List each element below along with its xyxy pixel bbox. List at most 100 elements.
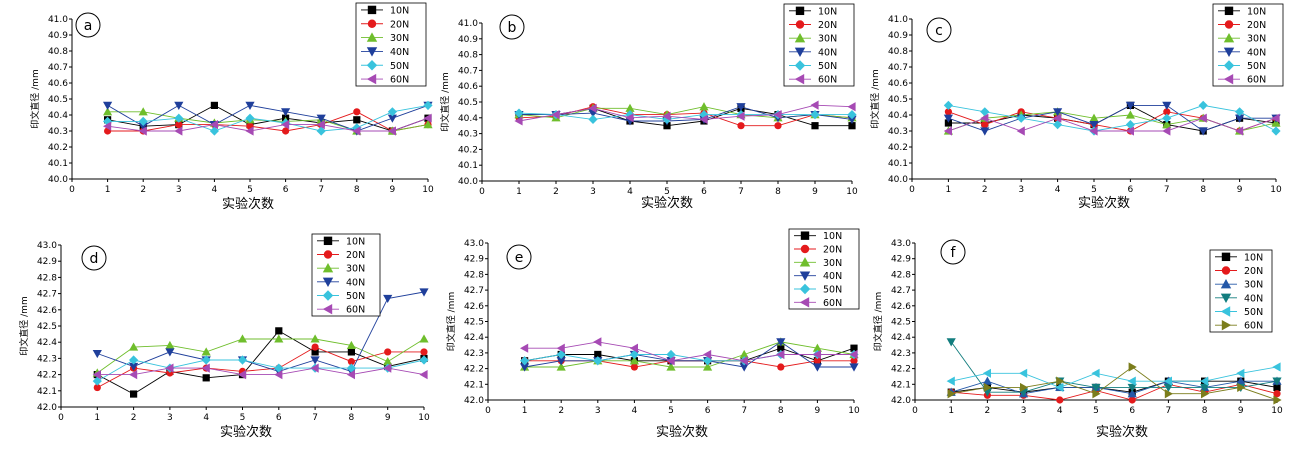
y-tick-label: 42.3 <box>891 349 911 359</box>
legend-label-50N: 50N <box>346 291 365 302</box>
x-axis-title: 实验次数 <box>220 424 272 440</box>
x-tick-label: 1 <box>946 185 952 195</box>
data-point-50N <box>387 107 397 117</box>
legend-marker-40N <box>799 271 811 281</box>
data-point-60N <box>1162 126 1171 136</box>
legend-label-60N: 60N <box>823 298 842 309</box>
data-point-60N <box>1092 389 1101 399</box>
data-point-30N <box>201 347 211 356</box>
data-point-20N <box>175 121 183 129</box>
series-line-40N <box>950 341 1278 393</box>
y-tick-label: 40.8 <box>48 47 68 57</box>
series-40N <box>943 101 1281 136</box>
data-point-30N <box>1089 113 1099 122</box>
series-40N <box>946 338 1282 397</box>
data-point-40N <box>310 356 320 365</box>
y-tick-label: 40.2 <box>48 143 68 153</box>
data-point-60N <box>1053 113 1062 123</box>
panel-label-circle <box>506 244 532 270</box>
data-point-20N <box>774 122 782 130</box>
data-point-50N <box>1053 120 1063 130</box>
legend-label-40N: 40N <box>1247 47 1266 58</box>
legend-box <box>788 228 860 310</box>
legend-marker-60N <box>799 297 810 308</box>
y-tick-label: 40.5 <box>888 95 908 105</box>
legend-marker-40N <box>794 47 806 58</box>
data-point-30N <box>383 357 393 366</box>
legend-marker-20N <box>323 250 333 259</box>
data-point-20N <box>1056 396 1064 404</box>
legend: 10N 20N 30N 40N 50N 60N <box>783 3 855 87</box>
y-tick-label: 42.3 <box>464 349 484 359</box>
legend: 10N 20N 30N 40N 50N 60N <box>1209 249 1273 333</box>
legend-label-40N: 40N <box>390 47 409 58</box>
data-point-30N <box>423 120 433 129</box>
legend-box <box>311 233 381 317</box>
data-point-50N <box>129 355 139 365</box>
data-point-50N <box>556 349 566 360</box>
data-point-30N <box>103 107 113 116</box>
data-point-40N <box>847 115 857 124</box>
panel-b: 40.0 40.1 40.2 40.3 40.4 40.5 40.6 40.7 40.8 40.9… <box>439 3 858 211</box>
y-tick-label: 40.3 <box>888 127 908 137</box>
legend-label-10N: 10N <box>1247 6 1266 17</box>
legend-label-60N: 60N <box>346 305 365 316</box>
data-point-10N <box>210 101 218 109</box>
y-axis-title: 印文直径 /mm <box>445 292 457 351</box>
series-20N <box>93 343 428 392</box>
x-tick-label: 10 <box>1270 185 1282 195</box>
data-point-50N <box>419 355 429 365</box>
x-tick-label: 3 <box>1018 185 1024 195</box>
series-line-60N <box>107 117 429 132</box>
series-line-10N <box>951 380 1278 393</box>
legend-marker-30N <box>322 262 334 273</box>
legend-label-10N: 10N <box>1244 252 1263 263</box>
legend-marker-20N <box>800 244 810 254</box>
data-point-30N <box>419 334 429 343</box>
data-point-40N <box>281 108 291 117</box>
legend-marker-10N <box>800 231 810 240</box>
data-point-50N <box>1200 376 1209 386</box>
data-point-60N <box>980 113 989 123</box>
series-line-50N <box>948 104 1277 132</box>
x-tick-label: 6 <box>1128 185 1134 195</box>
data-point-30N <box>1127 389 1137 398</box>
data-point-30N <box>556 362 566 371</box>
x-tick-label: 5 <box>247 185 253 195</box>
series-line-60N <box>97 367 425 376</box>
y-tick-label: 42.9 <box>464 255 484 265</box>
x-tick-label: 3 <box>590 187 596 197</box>
data-point-10N <box>353 116 361 124</box>
x-tick-label: 10 <box>846 187 858 197</box>
series-line-10N <box>97 330 425 395</box>
x-tick-label: 7 <box>318 185 324 195</box>
legend-marker-50N <box>366 60 378 71</box>
data-point-30N <box>699 102 709 111</box>
legend-label-50N: 50N <box>823 285 842 296</box>
y-tick-label: 40.8 <box>458 51 478 61</box>
data-point-40N <box>739 363 749 372</box>
data-point-60N <box>1125 126 1134 136</box>
legend-label-60N: 60N <box>818 75 837 86</box>
legend-marker-60N <box>366 73 377 85</box>
data-point-50N <box>138 116 148 126</box>
data-point-10N <box>811 122 819 130</box>
x-tick-label: 9 <box>1237 185 1243 195</box>
y-axis-title: 印文直径 /mm <box>29 69 41 128</box>
data-point-60N <box>103 121 112 131</box>
data-point-30N <box>274 334 284 343</box>
data-point-60N <box>310 363 319 373</box>
y-tick-label: 42.4 <box>37 338 57 348</box>
data-point-60N <box>520 343 529 353</box>
y-tick-label: 42.6 <box>891 302 911 312</box>
data-point-40N <box>849 363 859 372</box>
y-tick-label: 42.0 <box>37 403 57 413</box>
series-10N <box>104 101 432 135</box>
series-line-50N <box>107 104 429 132</box>
data-point-50N <box>629 349 639 360</box>
y-tick-label: 40.1 <box>888 159 908 169</box>
data-point-50N <box>1091 368 1100 378</box>
legend-marker-30N <box>794 32 806 43</box>
x-tick-label: 5 <box>664 187 670 197</box>
